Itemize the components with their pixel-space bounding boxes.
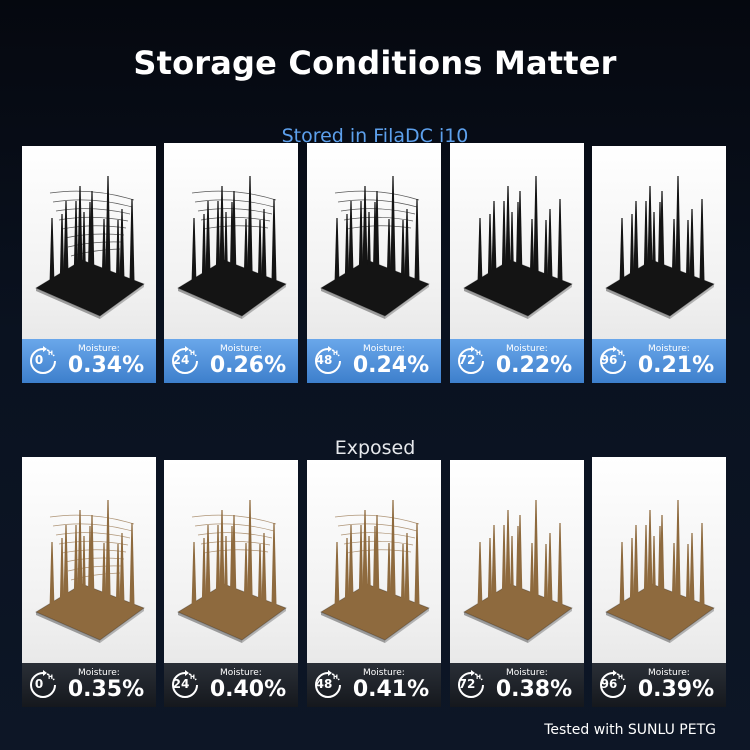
hours-unit: H <box>476 674 482 681</box>
hours-value: 48 <box>315 677 333 691</box>
hours-unit: H <box>333 674 339 681</box>
hours-unit: H <box>476 350 482 357</box>
exposed-panel-96h: 96 H Moisture: 0.39% <box>592 457 726 707</box>
moisture-label: Moisture: <box>220 668 262 678</box>
moisture-value: 0.34% <box>67 353 145 378</box>
moisture-label: Moisture: <box>363 344 405 354</box>
hours-value: 0 <box>34 677 44 691</box>
hours-unit: H <box>618 350 624 357</box>
stored-panel-0h: 0 H Moisture: 0.34% <box>22 146 156 383</box>
hours-unit: H <box>190 674 196 681</box>
hours-value: 24 <box>172 353 190 367</box>
moisture-label: Moisture: <box>78 668 120 678</box>
exposed-panel-0h: 0 H Moisture: 0.35% <box>22 457 156 707</box>
page-title: Storage Conditions Matter <box>133 44 617 82</box>
moisture-bar: 24 H Moisture: 0.26% <box>164 339 298 383</box>
moisture-bar: 96 H Moisture: 0.39% <box>592 663 726 707</box>
exposed-section-label: Exposed <box>334 437 416 459</box>
moisture-bar: 0 H Moisture: 0.35% <box>22 663 156 707</box>
hours-unit: H <box>618 674 624 681</box>
moisture-value: 0.41% <box>352 677 430 702</box>
moisture-bar: 24 H Moisture: 0.40% <box>164 663 298 707</box>
hours-unit: H <box>190 350 196 357</box>
hours-value: 48 <box>315 353 333 367</box>
hours-unit: H <box>48 350 54 357</box>
moisture-label: Moisture: <box>363 668 405 678</box>
moisture-label: Moisture: <box>648 668 690 678</box>
moisture-value: 0.26% <box>209 353 287 378</box>
moisture-value: 0.24% <box>352 353 430 378</box>
moisture-value: 0.40% <box>209 677 287 702</box>
moisture-value: 0.38% <box>495 677 573 702</box>
moisture-value: 0.35% <box>67 677 145 702</box>
moisture-value: 0.21% <box>637 353 715 378</box>
hours-unit: H <box>48 674 54 681</box>
exposed-panel-72h: 72 H Moisture: 0.38% <box>450 460 584 707</box>
stored-panel-24h: 24 H Moisture: 0.26% <box>164 143 298 383</box>
moisture-bar: 72 H Moisture: 0.22% <box>450 339 584 383</box>
exposed-panel-48h: 48 H Moisture: 0.41% <box>307 460 441 707</box>
moisture-value: 0.39% <box>637 677 715 702</box>
moisture-bar: 96 H Moisture: 0.21% <box>592 339 726 383</box>
moisture-label: Moisture: <box>220 344 262 354</box>
hours-value: 96 <box>600 677 618 691</box>
moisture-label: Moisture: <box>78 344 120 354</box>
exposed-panel-24h: 24 H Moisture: 0.40% <box>164 460 298 707</box>
moisture-bar: 0 H Moisture: 0.34% <box>22 339 156 383</box>
hours-unit: H <box>333 350 339 357</box>
hours-value: 72 <box>458 677 476 691</box>
moisture-bar: 48 H Moisture: 0.41% <box>307 663 441 707</box>
stored-section-label: Stored in FilaDC i10 <box>281 125 469 147</box>
moisture-value: 0.22% <box>495 353 573 378</box>
stored-panel-96h: 96 H Moisture: 0.21% <box>592 146 726 383</box>
moisture-label: Moisture: <box>506 668 548 678</box>
moisture-bar: 72 H Moisture: 0.38% <box>450 663 584 707</box>
moisture-bar: 48 H Moisture: 0.24% <box>307 339 441 383</box>
stored-panel-72h: 72 H Moisture: 0.22% <box>450 143 584 383</box>
moisture-label: Moisture: <box>648 344 690 354</box>
hours-value: 24 <box>172 677 190 691</box>
hours-value: 96 <box>600 353 618 367</box>
test-note: Tested with SUNLU PETG <box>544 722 716 738</box>
moisture-label: Moisture: <box>506 344 548 354</box>
stored-panel-48h: 48 H Moisture: 0.24% <box>307 143 441 383</box>
hours-value: 72 <box>458 353 476 367</box>
hours-value: 0 <box>34 353 44 367</box>
